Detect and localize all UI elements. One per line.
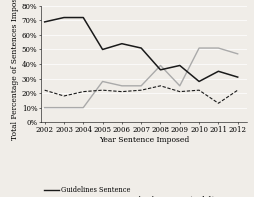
Legend: Guidelines Sentence, Government-Sponsored Below-Range (5K1.1), Non-Government-Sp: Guidelines Sentence, Government-Sponsore… (44, 186, 214, 197)
Y-axis label: Total Percentage of Sentences Imposed: Total Percentage of Sentences Imposed (11, 0, 19, 140)
X-axis label: Year Sentence Imposed: Year Sentence Imposed (99, 136, 188, 144)
